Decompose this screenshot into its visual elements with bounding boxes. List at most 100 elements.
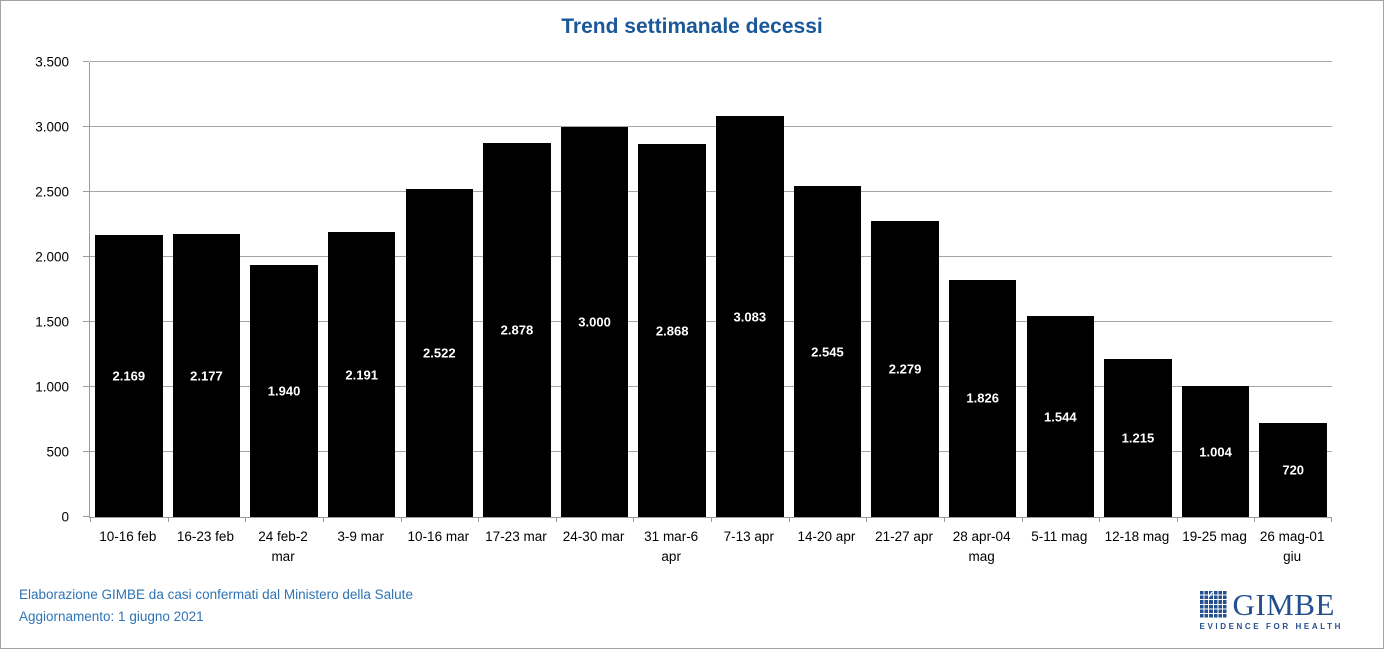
bar: 1.004 <box>1181 386 1250 517</box>
y-axis-label: 3.000 <box>35 119 69 135</box>
x-axis-tick <box>1099 517 1101 522</box>
footer-update-line: Aggiornamento: 1 giugno 2021 <box>19 609 204 624</box>
bar: 2.169 <box>95 235 163 517</box>
bar: 1.826 <box>948 279 1017 517</box>
x-axis-tick <box>478 517 480 522</box>
bar-value-label: 1.940 <box>267 383 301 399</box>
bar: 2.522 <box>405 189 474 517</box>
x-axis-label: 24 feb-2 mar <box>258 529 308 564</box>
gridline <box>90 61 1332 62</box>
bar-cell: 1.215 <box>1099 62 1177 517</box>
gridline <box>90 256 1332 257</box>
y-axis-label: 0 <box>61 509 69 525</box>
bar-value-label: 720 <box>1282 462 1305 478</box>
bar-cell: 1.544 <box>1022 62 1100 517</box>
gridline <box>90 451 1332 452</box>
bars-layer: 2.169 2.177 1.940 2.191 2.522 2.878 3.000 2.868… <box>90 62 1332 517</box>
bar-cell: 2.522 <box>401 62 479 517</box>
bar-value-label: 2.522 <box>423 345 456 361</box>
bar-cell: 3.083 <box>711 62 789 517</box>
logo-row: ✓ GIMBE <box>1199 587 1335 622</box>
x-axis-tick <box>788 517 790 522</box>
check-icon: ✓ <box>1206 590 1215 601</box>
gridline <box>90 190 1332 192</box>
bar-cell: 2.169 <box>90 62 168 517</box>
x-axis-label: 10-16 mar <box>407 529 470 544</box>
plot-area: 2.169 2.177 1.940 2.191 2.522 2.878 3.000 2.868… <box>83 61 1332 522</box>
bar: 3.000 <box>560 127 629 517</box>
bar-cell: 1.004 <box>1177 62 1255 517</box>
bar-value-label: 2.878 <box>500 322 534 338</box>
y-axis-tick <box>83 386 89 387</box>
x-axis-tick <box>555 517 557 522</box>
bar-cell: 2.545 <box>789 62 867 517</box>
bar-cell: 2.191 <box>323 62 401 517</box>
chart-title: Trend settimanale decessi <box>561 15 823 38</box>
bar-value-label: 1.004 <box>1199 444 1232 460</box>
gimbe-grid-check-icon: ✓ <box>1199 590 1227 618</box>
bar: 2.545 <box>793 186 862 517</box>
x-axis-tick <box>711 517 712 522</box>
x-axis-tick <box>322 517 324 522</box>
footer-source-line: Elaborazione GIMBE da casi confermati da… <box>19 587 413 602</box>
bar-value-label: 2.169 <box>112 368 146 384</box>
bar: 2.177 <box>172 234 241 517</box>
bar-value-label: 1.544 <box>1044 409 1077 425</box>
x-axis-tick <box>90 517 91 522</box>
x-axis-ticks <box>90 517 1332 523</box>
x-axis-tick <box>167 517 169 522</box>
y-axis-label: 2.000 <box>35 249 69 265</box>
x-axis-label: 10-16 feb <box>99 529 157 544</box>
y-axis-tick <box>83 256 89 257</box>
bar-value-label: 2.868 <box>655 323 689 339</box>
y-axis-tick <box>83 516 89 517</box>
bar-cell: 3.000 <box>556 62 634 517</box>
x-axis-label: 16-23 feb <box>176 529 234 544</box>
x-axis-tick <box>943 517 945 522</box>
x-axis-label: 7-13 apr <box>723 529 774 544</box>
x-axis-tick <box>1176 517 1178 522</box>
y-axis-tick <box>83 125 89 127</box>
x-axis-label: 24-30 mar <box>562 529 625 544</box>
x-axis-label: 19-25 mag <box>1182 529 1247 544</box>
x-axis-tick <box>1021 517 1023 522</box>
bar: 2.279 <box>871 220 939 517</box>
bar-cell: 1.940 <box>245 62 323 517</box>
logo-tagline: EVIDENCE FOR HEALTH <box>1199 622 1343 631</box>
gridline <box>90 386 1332 387</box>
logo-wordmark: GIMBE <box>1232 587 1335 622</box>
bar-value-label: 2.545 <box>811 344 844 360</box>
gimbe-logo: ✓ GIMBE EVIDENCE FOR HEALTH <box>1199 587 1343 631</box>
bar: 1.215 <box>1104 359 1172 517</box>
bar-cell: 2.279 <box>866 62 944 517</box>
x-axis-tick <box>245 517 247 522</box>
bar-cell: 1.826 <box>944 62 1022 517</box>
x-axis-label: 12-18 mag <box>1104 529 1170 544</box>
bar: 2.191 <box>327 232 396 517</box>
x-axis-tick <box>400 517 402 522</box>
x-axis-label: 26 mag-01 giu <box>1259 529 1325 564</box>
y-axis-label: 1.000 <box>35 379 69 395</box>
bar-cell: 2.868 <box>633 62 711 517</box>
x-axis-tick <box>866 517 868 522</box>
gridline <box>90 125 1332 127</box>
footer: Elaborazione GIMBE da casi confermati da… <box>19 584 413 628</box>
x-axis-label: 3-9 mar <box>337 529 384 544</box>
gridlines-layer <box>83 61 1332 517</box>
bar: 1.940 <box>250 264 318 517</box>
bar: 2.878 <box>483 142 551 517</box>
x-axis-label: 14-20 apr <box>797 529 856 544</box>
y-axis-label: 3.500 <box>35 54 69 70</box>
bar-value-label: 1.826 <box>966 390 999 406</box>
x-axis-tick <box>1254 517 1256 522</box>
x-axis-label: 31 mar-6 apr <box>644 529 699 564</box>
y-axis-labels: 0 500 1.000 1.500 2.000 2.500 3.000 3.500 <box>1 55 82 525</box>
x-axis-label: 17-23 mar <box>485 529 547 544</box>
bar-cell: 2.177 <box>168 62 246 517</box>
y-axis-tick <box>83 190 89 192</box>
bar: 1.544 <box>1026 316 1095 517</box>
y-axis-label: 1.500 <box>35 314 69 330</box>
bar-cell: 720 <box>1254 62 1332 517</box>
y-axis-label: 500 <box>46 444 69 460</box>
